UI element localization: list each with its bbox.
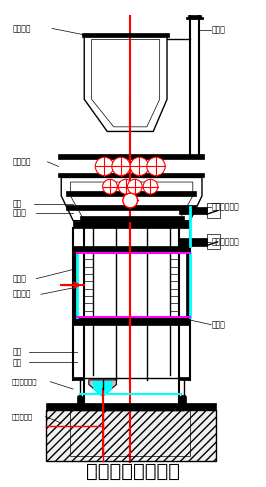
Bar xyxy=(77,396,84,410)
Bar xyxy=(179,396,186,410)
Bar xyxy=(179,207,207,214)
Text: 顶部煤仓: 顶部煤仓 xyxy=(13,24,31,33)
Bar xyxy=(45,410,216,461)
Bar xyxy=(45,410,216,461)
Bar xyxy=(45,403,216,410)
Bar xyxy=(207,234,221,249)
Bar xyxy=(80,216,184,221)
Bar xyxy=(207,203,221,218)
Bar xyxy=(186,253,190,318)
Bar xyxy=(179,377,190,380)
Polygon shape xyxy=(61,177,202,221)
Circle shape xyxy=(112,157,130,176)
Text: 送煤管: 送煤管 xyxy=(211,26,225,35)
Text: 支盘驱动装置: 支盘驱动装置 xyxy=(11,378,37,385)
Polygon shape xyxy=(89,380,117,396)
Polygon shape xyxy=(70,182,193,221)
Text: 下段煤气出口: 下段煤气出口 xyxy=(211,237,239,246)
Bar xyxy=(181,400,185,403)
Bar xyxy=(188,15,201,19)
Circle shape xyxy=(95,157,114,176)
Polygon shape xyxy=(84,35,167,131)
Circle shape xyxy=(118,179,133,194)
Bar xyxy=(73,221,190,228)
Bar xyxy=(70,410,190,456)
Bar xyxy=(179,238,207,245)
Bar xyxy=(73,377,84,380)
Text: 蒸汽水套: 蒸汽水套 xyxy=(13,290,31,299)
Circle shape xyxy=(147,157,165,176)
Text: 干燥段: 干燥段 xyxy=(13,274,26,283)
Text: 上段煤气出口: 上段煤气出口 xyxy=(211,203,239,211)
Text: 炉底鼓风管: 炉底鼓风管 xyxy=(11,413,33,420)
Text: 炉衬: 炉衬 xyxy=(13,200,22,208)
Text: 中心管: 中心管 xyxy=(13,209,26,218)
Polygon shape xyxy=(92,39,160,127)
Circle shape xyxy=(123,193,138,208)
Text: 灰室: 灰室 xyxy=(13,358,22,367)
Circle shape xyxy=(143,179,158,194)
Bar xyxy=(73,253,77,318)
Bar xyxy=(66,205,197,209)
Bar xyxy=(59,154,204,159)
Bar xyxy=(181,405,185,408)
Circle shape xyxy=(103,179,117,194)
Bar xyxy=(59,173,204,177)
Bar xyxy=(78,405,81,408)
Text: 双段式煤气发生炉: 双段式煤气发生炉 xyxy=(86,462,180,481)
Text: 加煤机构: 加煤机构 xyxy=(13,157,31,166)
Bar xyxy=(78,395,81,398)
Bar xyxy=(181,395,185,398)
Circle shape xyxy=(130,157,149,176)
Bar xyxy=(80,378,184,410)
Circle shape xyxy=(127,179,142,194)
Bar xyxy=(73,318,190,325)
Bar xyxy=(82,33,169,37)
Bar xyxy=(66,191,197,196)
Text: 炉箅: 炉箅 xyxy=(13,348,22,357)
Text: 探火孔: 探火孔 xyxy=(211,320,225,329)
Polygon shape xyxy=(93,382,112,396)
Bar xyxy=(78,400,81,403)
Bar xyxy=(73,245,190,253)
